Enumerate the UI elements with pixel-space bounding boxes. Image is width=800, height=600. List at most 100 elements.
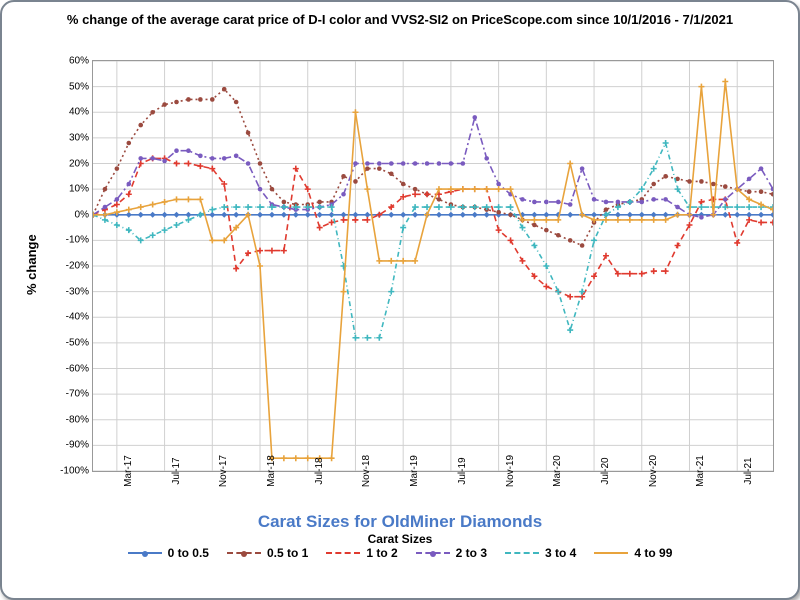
x-tick-label: Mar-20 bbox=[546, 455, 563, 487]
series-marker bbox=[352, 109, 358, 115]
series-marker bbox=[210, 97, 215, 102]
legend-item: 0.5 to 1 bbox=[227, 546, 308, 560]
legend-label: 3 to 4 bbox=[545, 546, 576, 560]
x-tick-label: Jul-18 bbox=[308, 457, 325, 484]
y-tick-label: 60% bbox=[69, 56, 93, 67]
series-marker bbox=[317, 212, 323, 218]
series-marker bbox=[353, 179, 358, 184]
series-marker bbox=[496, 186, 502, 192]
series-marker bbox=[603, 217, 609, 223]
series-marker bbox=[639, 186, 645, 192]
chart-frame: % change of the average carat price of D… bbox=[0, 0, 800, 600]
series-marker bbox=[508, 186, 514, 192]
series-marker bbox=[651, 212, 657, 218]
series-marker bbox=[376, 335, 382, 341]
series-marker bbox=[341, 217, 347, 223]
series-marker bbox=[353, 161, 358, 166]
series-marker bbox=[150, 110, 155, 115]
series-marker bbox=[508, 204, 514, 210]
series-marker bbox=[257, 248, 263, 254]
series-marker bbox=[449, 161, 454, 166]
series-marker bbox=[460, 212, 466, 218]
legend-swatch bbox=[326, 552, 360, 554]
series-marker bbox=[568, 238, 573, 243]
x-tick-label: Jul-17 bbox=[165, 457, 182, 484]
series-marker bbox=[412, 191, 418, 197]
series-marker bbox=[567, 327, 573, 333]
series-marker bbox=[329, 455, 335, 461]
legend-item: 0 to 0.5 bbox=[128, 546, 209, 560]
series-marker bbox=[258, 161, 263, 166]
series-marker bbox=[771, 192, 773, 197]
y-tick-label: -60% bbox=[66, 363, 93, 374]
series-marker bbox=[222, 87, 227, 92]
series-marker bbox=[424, 212, 430, 218]
series-marker bbox=[484, 156, 489, 161]
series-marker bbox=[759, 166, 764, 171]
series-marker bbox=[687, 179, 692, 184]
legend-swatch bbox=[227, 552, 261, 554]
y-tick-label: -40% bbox=[66, 312, 93, 323]
series-marker bbox=[341, 192, 346, 197]
series-marker bbox=[377, 166, 382, 171]
series-marker bbox=[126, 212, 132, 218]
x-tick-label: Mar-21 bbox=[689, 455, 706, 487]
series-marker bbox=[103, 205, 108, 210]
series-marker bbox=[115, 197, 120, 202]
series-marker bbox=[221, 204, 227, 210]
series-marker bbox=[364, 335, 370, 341]
series-marker bbox=[198, 154, 203, 159]
series-marker bbox=[197, 212, 203, 218]
series-marker bbox=[543, 212, 549, 218]
series-marker bbox=[162, 227, 168, 233]
series-marker bbox=[317, 200, 322, 205]
series-marker bbox=[472, 212, 478, 218]
legend-label: 1 to 2 bbox=[366, 546, 397, 560]
series-marker bbox=[126, 207, 132, 213]
series-marker bbox=[114, 222, 120, 228]
series-marker bbox=[543, 284, 549, 290]
x-axis-caption: Carat Sizes bbox=[2, 532, 798, 546]
series-marker bbox=[389, 161, 394, 166]
series-marker bbox=[162, 102, 167, 107]
series-marker bbox=[543, 263, 549, 269]
series-marker bbox=[364, 186, 370, 192]
series-marker bbox=[651, 217, 657, 223]
series-marker bbox=[663, 217, 669, 223]
series-marker bbox=[436, 186, 442, 192]
series-marker bbox=[746, 204, 752, 210]
series-marker bbox=[186, 97, 191, 102]
series-marker bbox=[150, 202, 156, 208]
y-tick-label: -70% bbox=[66, 389, 93, 400]
series-marker bbox=[126, 141, 131, 146]
series-marker bbox=[627, 271, 633, 277]
series-marker bbox=[317, 204, 323, 210]
series-marker bbox=[282, 200, 287, 205]
series-marker bbox=[293, 212, 299, 218]
x-tick-label: Jul-21 bbox=[737, 457, 754, 484]
x-tick-label: Mar-18 bbox=[260, 455, 277, 487]
y-tick-label: -30% bbox=[66, 286, 93, 297]
x-tick-label: Jul-20 bbox=[594, 457, 611, 484]
series-marker bbox=[448, 212, 454, 218]
series-marker bbox=[722, 212, 728, 218]
series-marker bbox=[436, 212, 442, 218]
legend-label: 4 to 99 bbox=[634, 546, 672, 560]
series-marker bbox=[257, 204, 263, 210]
series-marker bbox=[616, 200, 621, 205]
series-marker bbox=[723, 197, 728, 202]
series-marker bbox=[162, 212, 168, 218]
series-marker bbox=[698, 204, 704, 210]
series-marker bbox=[508, 237, 514, 243]
series-marker bbox=[400, 258, 406, 264]
y-tick-label: 10% bbox=[69, 184, 93, 195]
series-marker bbox=[591, 212, 597, 218]
series-marker bbox=[317, 225, 323, 231]
series-marker bbox=[651, 268, 657, 274]
series-marker bbox=[293, 455, 299, 461]
series-marker bbox=[592, 197, 597, 202]
series-marker bbox=[580, 243, 585, 248]
y-tick-label: 0% bbox=[75, 209, 93, 220]
series-marker bbox=[604, 207, 609, 212]
series-marker bbox=[532, 200, 537, 205]
